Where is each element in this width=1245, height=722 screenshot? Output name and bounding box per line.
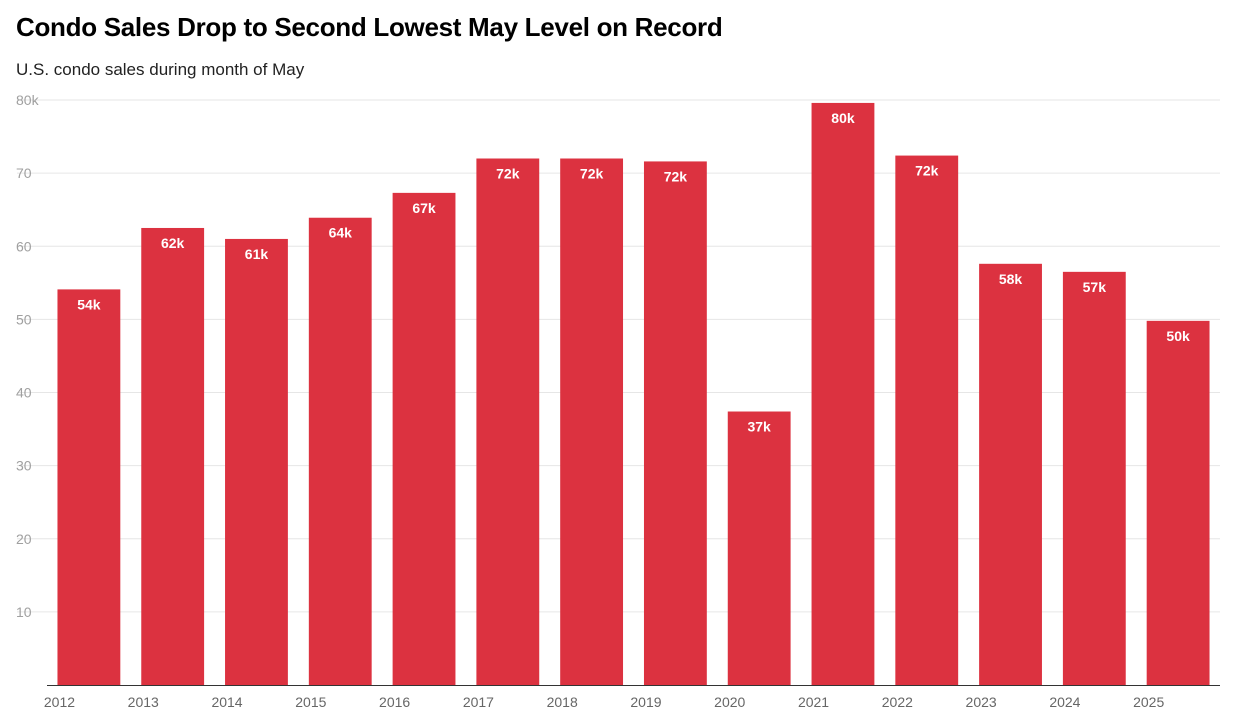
x-tick-label: 2025 (1133, 694, 1164, 710)
bar-2014 (225, 238, 288, 685)
bar-2024 (1062, 271, 1126, 685)
y-tick-label: 10 (16, 604, 32, 620)
bar-2012 (57, 289, 121, 685)
bar-value-label: 57k (1083, 279, 1107, 295)
x-tick-label: 2012 (44, 694, 75, 710)
x-tick-label: 2015 (295, 694, 326, 710)
bar-2013 (141, 227, 205, 685)
bar-value-label: 61k (245, 246, 269, 262)
x-tick-label: 2020 (714, 694, 745, 710)
bar-2021 (811, 102, 875, 686)
x-tick-label: 2016 (379, 694, 410, 710)
y-tick-label: 80k (16, 92, 40, 108)
bar-value-label: 58k (999, 271, 1023, 287)
bar-value-label: 67k (412, 200, 436, 216)
bar-2017 (476, 158, 540, 685)
bar-2020 (727, 411, 791, 685)
y-axis-ticks: 10 20 30 40 50 60 70 80k (16, 92, 40, 620)
bar-value-label: 72k (664, 168, 688, 184)
bar-2022 (895, 155, 959, 685)
y-tick-label: 30 (16, 458, 32, 474)
x-tick-label: 2018 (547, 694, 578, 710)
x-tick-label: 2024 (1049, 694, 1080, 710)
x-tick-label: 2013 (128, 694, 159, 710)
bar-value-label: 80k (831, 110, 855, 126)
y-tick-label: 60 (16, 238, 32, 254)
bar-2025 (1146, 320, 1210, 685)
y-tick-label: 40 (16, 385, 32, 401)
bar-value-label: 62k (161, 235, 185, 251)
bar-value-label: 72k (580, 166, 604, 182)
x-tick-label: 2019 (630, 694, 661, 710)
bars (57, 102, 1210, 686)
bar-2018 (560, 158, 624, 685)
bar-value-label: 72k (915, 163, 939, 179)
bar-2019 (643, 161, 707, 686)
bar-value-label: 72k (496, 166, 520, 182)
x-tick-label: 2017 (463, 694, 494, 710)
y-tick-label: 20 (16, 531, 32, 547)
bar-2023 (979, 263, 1042, 685)
chart-title: Condo Sales Drop to Second Lowest May Le… (16, 12, 723, 42)
x-tick-label: 2023 (966, 694, 997, 710)
x-tick-label: 2022 (882, 694, 913, 710)
x-tick-label: 2014 (211, 694, 242, 710)
bar-value-label: 54k (77, 296, 101, 312)
bar-2015 (308, 217, 372, 685)
y-tick-label: 50 (16, 311, 32, 327)
y-tick-label: 70 (16, 165, 32, 181)
chart-subtitle: U.S. condo sales during month of May (16, 60, 305, 79)
bar-value-label: 64k (329, 225, 353, 241)
bar-labels: 54k 62k 61k 64k 67k 72k 72k 72k 37k 80k 72k 58k 57k 5… (77, 110, 1190, 435)
bar-value-label: 37k (747, 419, 771, 435)
x-tick-label: 2021 (798, 694, 829, 710)
bar-2016 (392, 192, 456, 685)
bar-value-label: 50k (1166, 328, 1190, 344)
x-axis-ticks: 2012 2013 2014 2015 2016 2017 2018 2019 2020 2021… (44, 694, 1165, 710)
